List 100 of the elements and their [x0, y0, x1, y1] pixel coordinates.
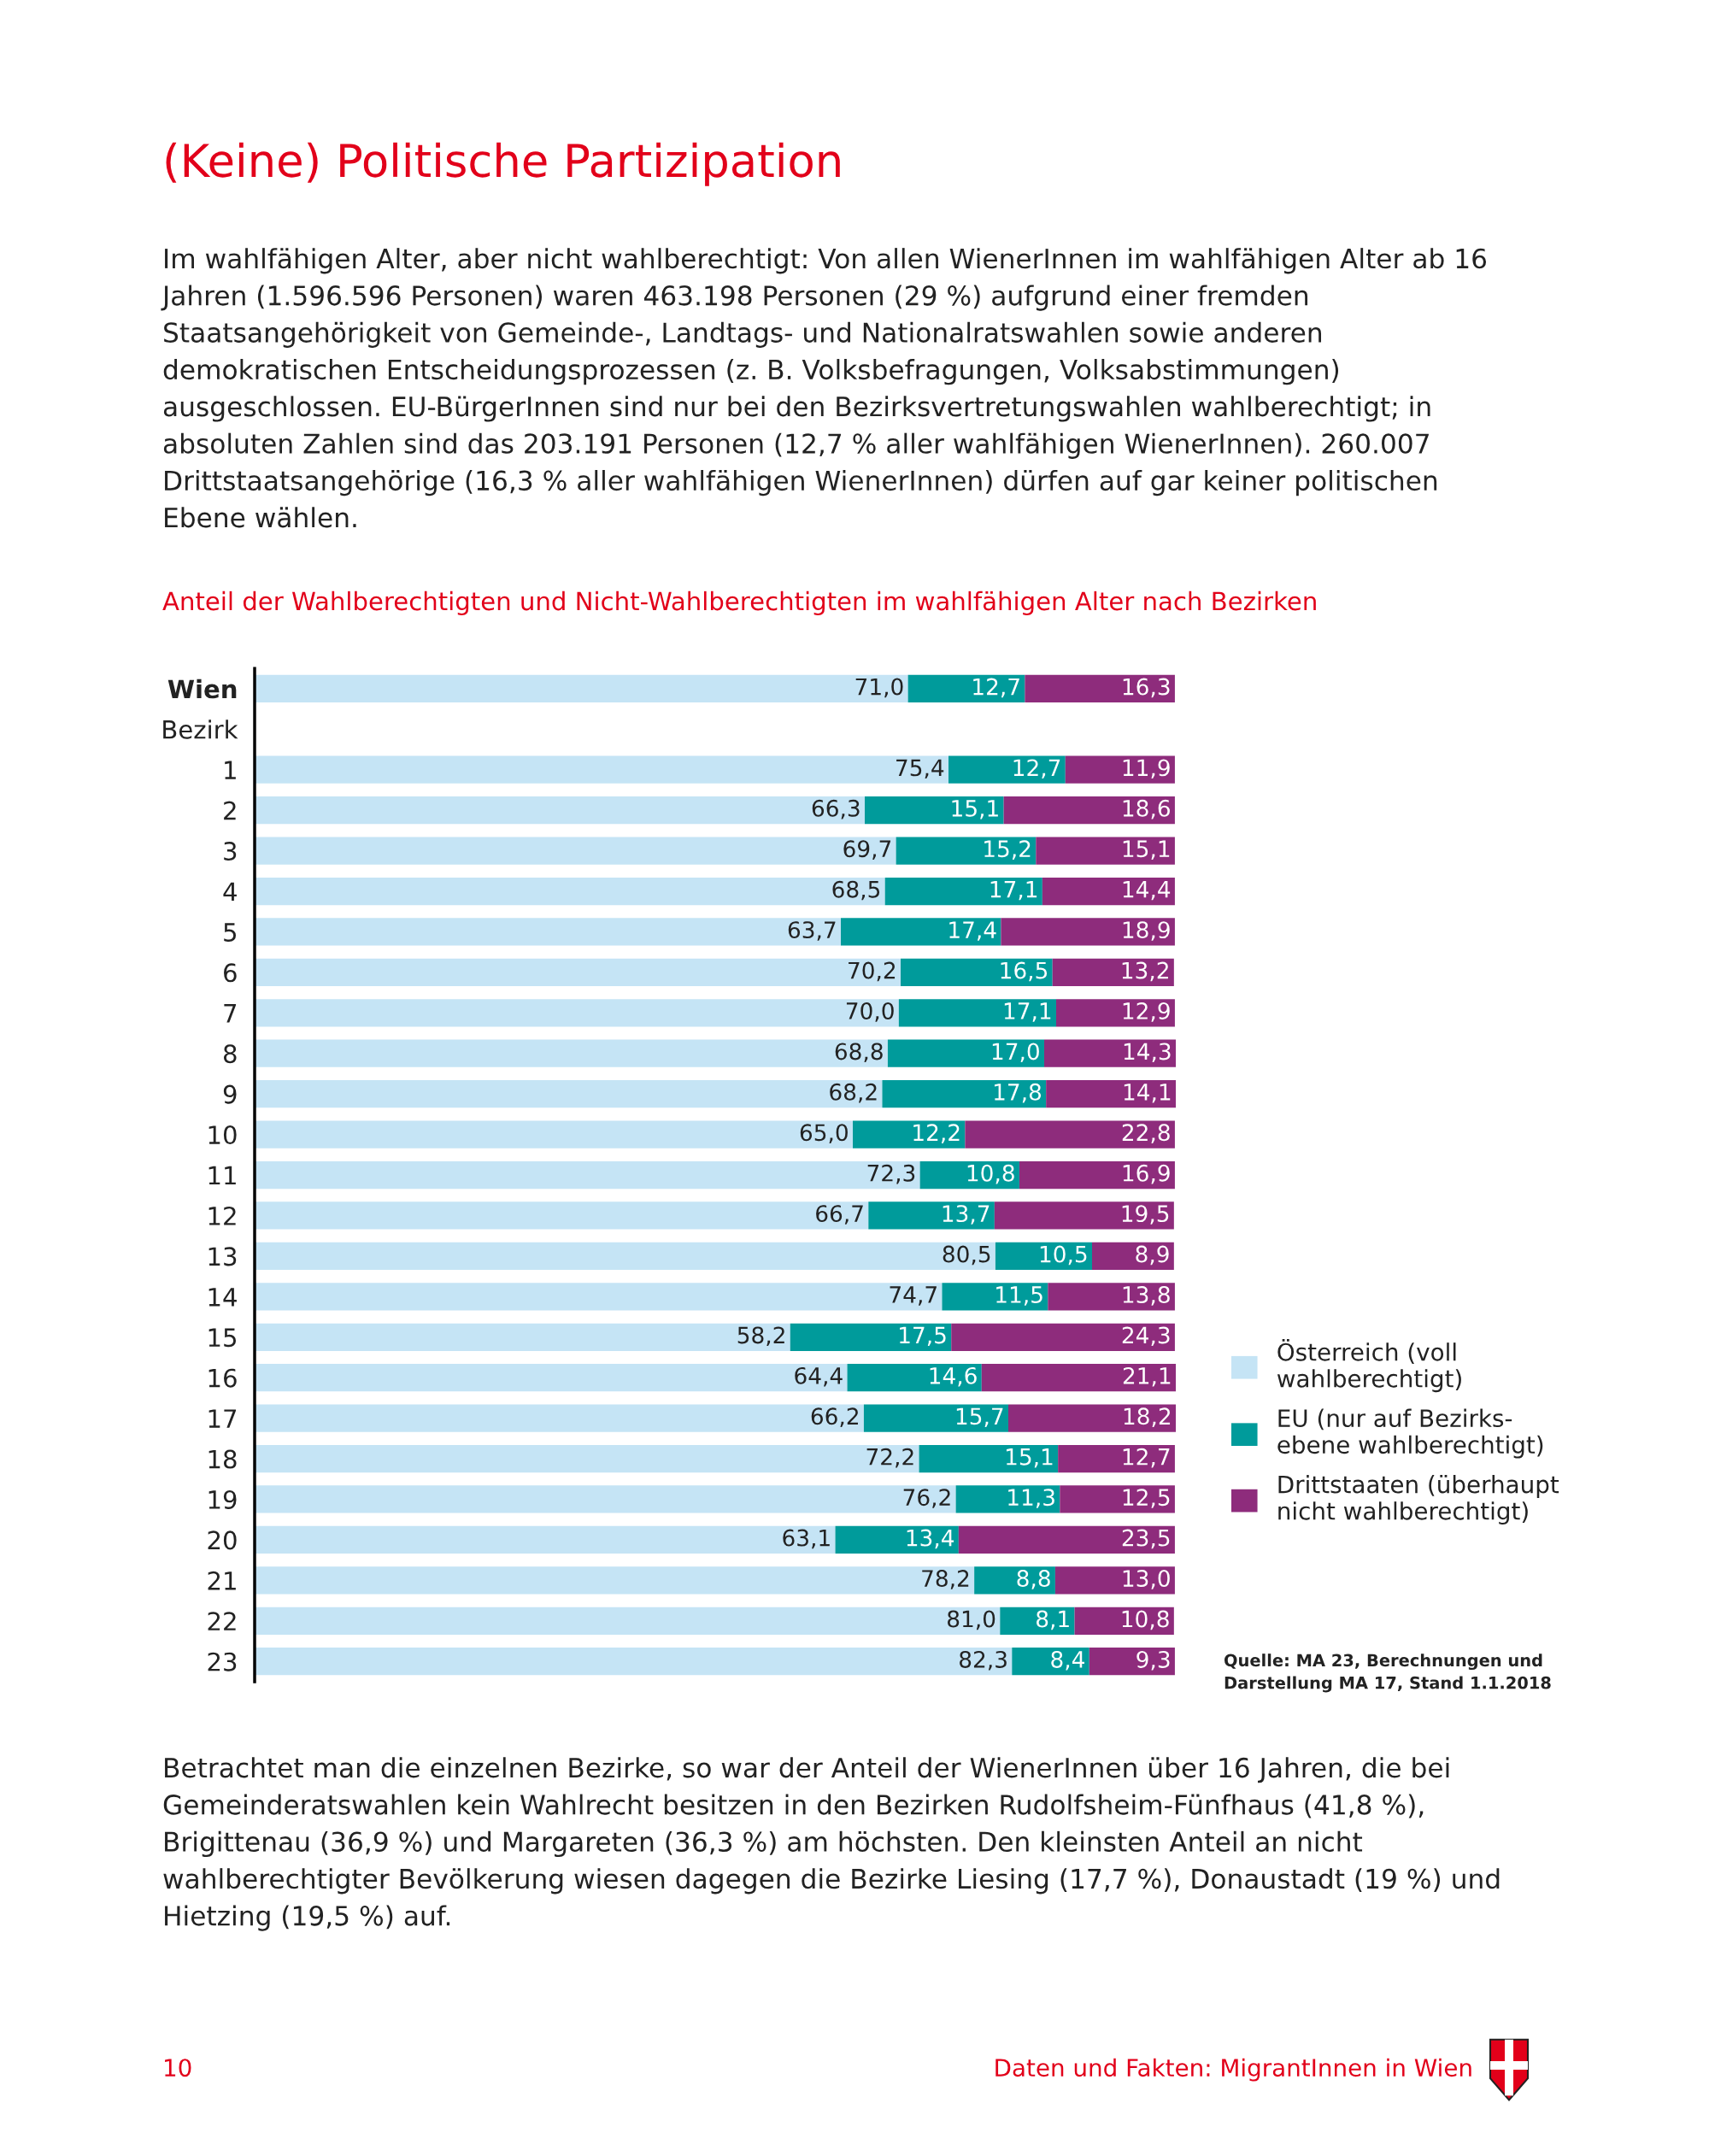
y-tick-label: 4 [223, 882, 237, 902]
data-label: 13,0 [1123, 1570, 1170, 1589]
bar [255, 1323, 790, 1351]
bar [1036, 837, 1175, 865]
data-label: 13,4 [907, 1529, 954, 1549]
y-tick-label: 2 [224, 801, 236, 820]
bar [255, 877, 885, 906]
y-tick-label: 9 [223, 1084, 237, 1104]
bar [901, 958, 1053, 986]
data-label: 58,2 [737, 1326, 784, 1347]
data-label: 65,0 [800, 1124, 848, 1143]
bar [1058, 1444, 1175, 1473]
bar [974, 1566, 1055, 1595]
bar [1025, 674, 1175, 702]
bar [1065, 755, 1175, 784]
bar [1074, 1607, 1174, 1635]
data-label: 15,1 [952, 800, 998, 820]
data-label: 16,9 [1123, 1164, 1170, 1184]
bar [1044, 1039, 1176, 1067]
text: Daten und Fakten: MigrantInnen in Wien [995, 2058, 1471, 2082]
bar [835, 1525, 959, 1554]
bar [841, 918, 1001, 946]
bar [255, 1485, 956, 1513]
bar [882, 1080, 1047, 1108]
data-label: 70,2 [849, 961, 896, 982]
bar [255, 999, 899, 1027]
bar [942, 1283, 1048, 1311]
data-label: 8,8 [1017, 1570, 1050, 1589]
bar [853, 1120, 966, 1148]
data-label: 75,4 [896, 759, 944, 779]
data-label: 68,2 [830, 1083, 877, 1103]
legend-label: EU (nur auf Bezirks- ebene wahlberechtigt) [1277, 1408, 1543, 1459]
data-label: 23,5 [1122, 1529, 1170, 1549]
data-label: 10,8 [967, 1164, 1014, 1184]
bar [1089, 1648, 1175, 1676]
y-tick-label: 12 [208, 1206, 236, 1225]
bar [255, 1444, 919, 1473]
bar [865, 796, 1004, 825]
bar [981, 1364, 1176, 1392]
bar [1046, 1080, 1176, 1108]
data-label: 14,3 [1124, 1043, 1171, 1063]
data-label: 16,3 [1123, 678, 1170, 698]
bar [884, 877, 1042, 906]
data-label: 12,9 [1123, 1002, 1170, 1022]
bar [847, 1364, 982, 1392]
data-label: 8,1 [1037, 1610, 1069, 1630]
bar [1019, 1160, 1175, 1190]
y-tick-label: 11 [208, 1166, 236, 1185]
bar [965, 1120, 1175, 1148]
data-label: 11,3 [1008, 1489, 1054, 1508]
bar [1048, 1283, 1175, 1311]
bar [898, 999, 1056, 1027]
bar [868, 1201, 995, 1230]
bar [255, 1525, 836, 1554]
chart-title: (Keine) Politische Partizipation [166, 142, 840, 186]
data-label: 71,0 [855, 678, 903, 698]
bar [255, 1404, 864, 1432]
data-label: 14,4 [1123, 881, 1171, 901]
data-label: 9,3 [1136, 1650, 1170, 1671]
bar [958, 1525, 1175, 1554]
bar [1054, 1566, 1175, 1595]
data-label: 17,0 [992, 1043, 1039, 1063]
bar [255, 1242, 995, 1271]
data-label: 63,1 [783, 1529, 830, 1549]
bar [863, 1404, 1008, 1432]
data-label: 10,8 [1122, 1610, 1169, 1630]
bar [896, 837, 1037, 865]
data-label: 13,7 [943, 1205, 990, 1225]
data-label: 70,0 [846, 1002, 894, 1022]
data-label: 78,2 [922, 1570, 969, 1589]
data-label: 16,5 [1001, 961, 1048, 982]
y-tick-label: 10 [208, 1125, 237, 1145]
data-label: 63,7 [788, 921, 836, 941]
y-tick-label: 17 [208, 1409, 237, 1428]
y-tick-label: 7 [224, 1004, 237, 1023]
bar [255, 1039, 888, 1067]
bar [255, 918, 841, 946]
bar [1052, 958, 1174, 986]
data-label: 15,1 [1006, 1448, 1053, 1468]
data-label: 66,2 [811, 1407, 858, 1427]
bar [255, 796, 865, 825]
bar [1012, 1648, 1089, 1676]
data-label: 64,4 [795, 1366, 843, 1387]
legend-label: Drittstaaten (überhaupt nicht wahlberechtigt) [1278, 1475, 1559, 1525]
data-label: 18,9 [1123, 921, 1170, 941]
data-label: 10,5 [1040, 1245, 1087, 1266]
bar [1003, 796, 1175, 825]
bar [1000, 1607, 1075, 1635]
bar [790, 1323, 952, 1351]
y-tick-label: 14 [208, 1288, 237, 1307]
data-label: 72,2 [866, 1448, 913, 1468]
y-tick-label: 22 [208, 1612, 236, 1630]
data-label: 8,4 [1051, 1650, 1084, 1671]
data-label: 15,2 [984, 840, 1031, 860]
data-label: 19,5 [1122, 1205, 1169, 1225]
data-label: 18,6 [1123, 799, 1170, 820]
data-label: 12,7 [973, 678, 1019, 698]
bar [948, 755, 1066, 784]
bar [255, 1160, 920, 1190]
bar [255, 1566, 975, 1595]
